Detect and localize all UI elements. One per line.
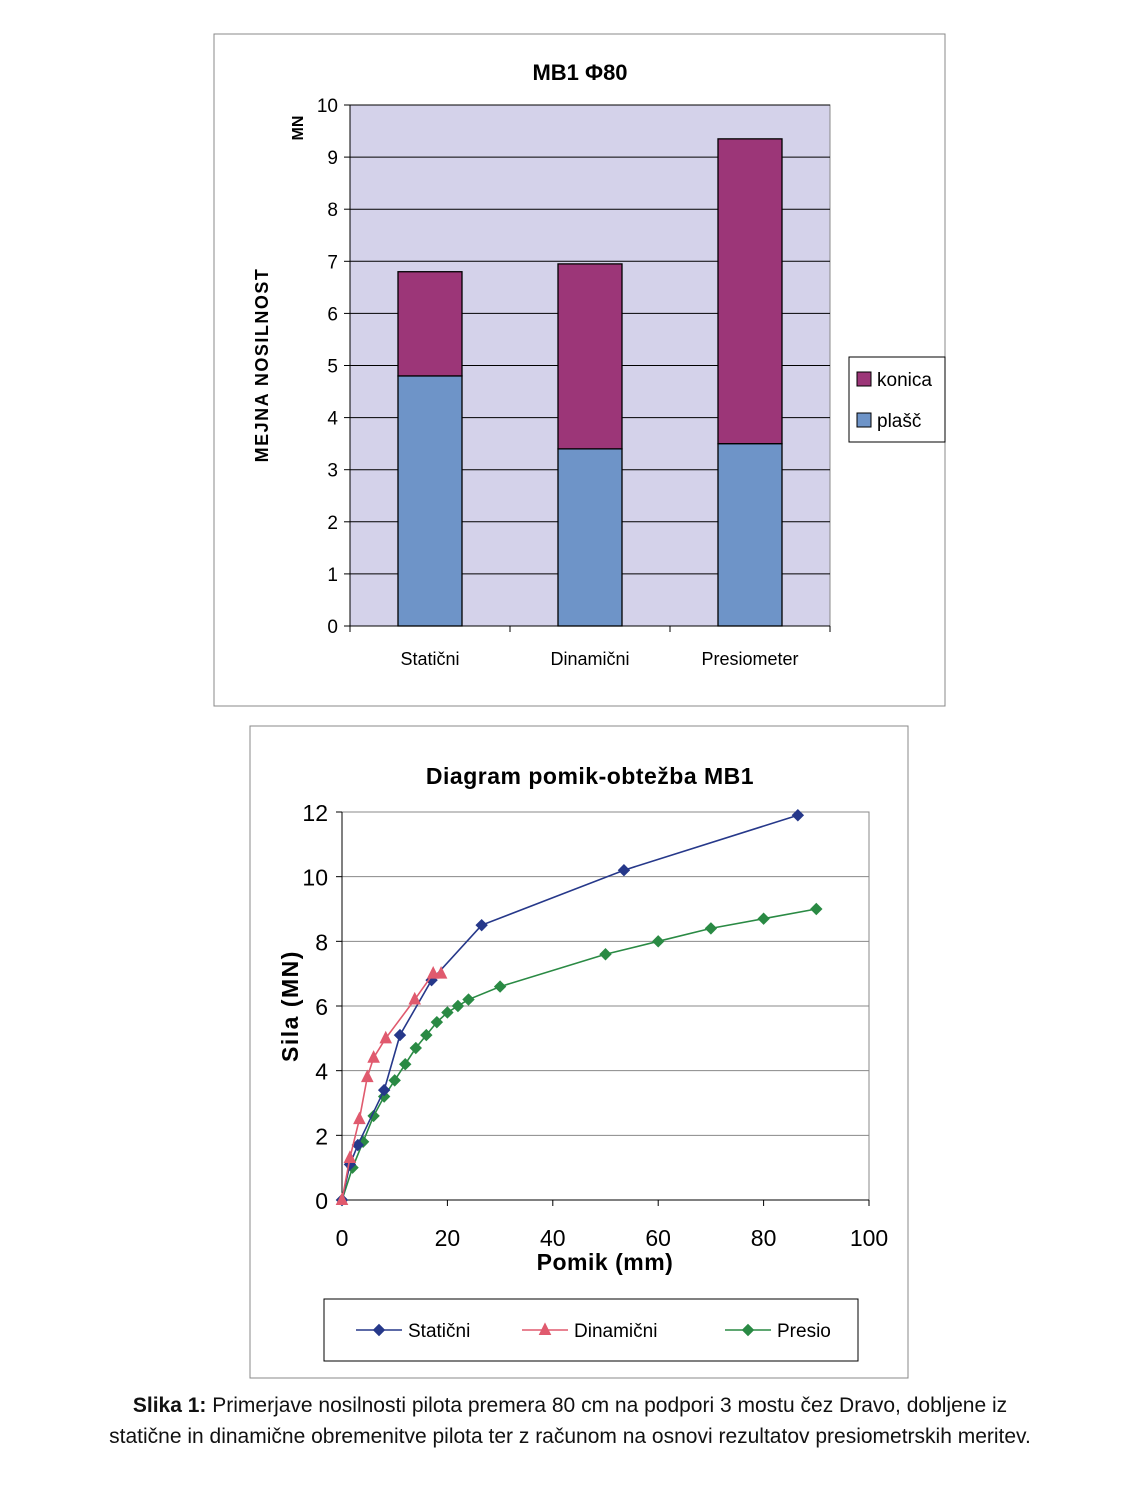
- point-Presio: [430, 1015, 444, 1029]
- point-Dinamični: [353, 1111, 366, 1125]
- chart1-category-label: Statični: [400, 649, 459, 669]
- caption-line1: Primerjave nosilnosti pilota premera 80 …: [206, 1394, 1008, 1417]
- chart2-ytick-label: 2: [315, 1123, 328, 1149]
- point-Dinamični: [426, 966, 440, 979]
- figure-caption: Slika 1: Primerjave nosilnosti pilota pr…: [40, 1390, 1100, 1452]
- chart2-legend-marker: [372, 1323, 386, 1337]
- bar-plašč-Statični: [397, 375, 463, 627]
- chart2-ytick-label: 8: [315, 929, 328, 955]
- chart2-xtick-label: 100: [850, 1225, 888, 1251]
- chart2-xtick-label: 80: [751, 1225, 777, 1251]
- chart2-legend-label: Dinamični: [574, 1321, 657, 1342]
- chart2-ytick-label: 6: [315, 994, 328, 1020]
- chart1-title: MB1 Φ80: [532, 60, 627, 85]
- chart2-legend-label: Presio: [777, 1321, 831, 1342]
- point-Dinamični: [335, 1192, 349, 1205]
- point-Presio: [757, 912, 770, 925]
- point-Dinamični: [434, 966, 448, 979]
- chart1-ytick-label: 3: [327, 461, 338, 482]
- chart1-ytick-label: 0: [327, 617, 338, 638]
- point-Presio: [399, 1057, 412, 1071]
- caption-line2: statične in dinamične obremenitve pilota…: [109, 1425, 1031, 1448]
- chart1-legend-swatch: [856, 412, 872, 428]
- chart2-xtick-label: 20: [435, 1225, 461, 1251]
- point-Presio: [651, 935, 665, 948]
- point-Presio: [810, 902, 823, 916]
- chart1-ytick-label: 8: [327, 200, 338, 221]
- bar-konica-Statični: [397, 271, 463, 377]
- chart2-title: Diagram pomik-obtežba MB1: [426, 763, 754, 789]
- chart1-ytick-label: 4: [327, 409, 338, 430]
- chart1-category-label: Presiometer: [701, 649, 798, 669]
- chart1-legend-swatch: [856, 371, 872, 387]
- bar-konica-Dinamični: [557, 263, 623, 450]
- chart1-legend: [848, 356, 946, 443]
- chart1-ytick-label: 2: [327, 513, 338, 534]
- point-Presio: [493, 980, 507, 993]
- point-Presio: [441, 1006, 454, 1019]
- chart1-legend-label: konica: [877, 370, 932, 391]
- point-Presio: [388, 1074, 401, 1087]
- chart1-ylabel: MEJNA NOSILNOST: [252, 268, 272, 463]
- chart2-ylabel: Sila (MN): [277, 950, 303, 1062]
- chart2-legend-marker: [741, 1323, 755, 1337]
- caption-label: Slika 1:: [132, 1394, 207, 1417]
- chart1-yunit: MN: [290, 116, 307, 141]
- chart1-legend-label: plašč: [877, 411, 921, 432]
- point-Dinamični: [367, 1050, 380, 1063]
- point-Presio: [451, 999, 465, 1013]
- chart2-legend: [323, 1298, 859, 1362]
- chart1-ytick-label: 6: [327, 304, 338, 325]
- point-Presio: [462, 993, 475, 1006]
- point-Statični: [791, 809, 805, 822]
- point-Dinamični: [343, 1150, 357, 1163]
- chart1-ytick-label: 7: [327, 252, 338, 273]
- point-Dinamični: [379, 1030, 393, 1044]
- chart2-xtick-label: 0: [336, 1225, 349, 1251]
- point-Presio: [377, 1090, 391, 1103]
- point-Statični: [617, 863, 631, 877]
- point-Dinamični: [408, 991, 422, 1005]
- point-Presio: [704, 922, 718, 935]
- chart2-ytick-label: 12: [302, 800, 328, 826]
- chart1-category-label: Dinamični: [550, 649, 629, 669]
- chart1-ytick-label: 1: [327, 565, 338, 586]
- point-Statični: [475, 918, 488, 932]
- point-Presio: [599, 948, 612, 961]
- bar-plašč-Presiometer: [717, 442, 783, 627]
- chart2-xtick-label: 40: [540, 1225, 566, 1251]
- bar-plašč-Dinamični: [557, 448, 623, 627]
- chart1-ytick-label: 9: [327, 148, 338, 169]
- chart2-xlabel: Pomik (mm): [537, 1249, 674, 1275]
- chart1-ytick-label: 5: [327, 357, 338, 378]
- chart2-legend-label: Statični: [408, 1321, 470, 1342]
- point-Statični: [377, 1083, 391, 1097]
- line-chart-pomik-obtezba: 0 2 4 6 8 10 12 0 20 40 60 80 100 Diagram pomik-obtež…: [249, 725, 909, 1379]
- chart2-ytick-label: 0: [315, 1188, 328, 1214]
- point-Presio: [420, 1028, 433, 1042]
- point-Dinamični: [360, 1069, 374, 1083]
- chart2-ytick-label: 4: [315, 1059, 328, 1085]
- chart2-ytick-label: 10: [302, 865, 328, 891]
- point-Statični: [393, 1028, 407, 1042]
- point-Presio: [409, 1041, 422, 1055]
- chart2-xtick-label: 60: [645, 1225, 671, 1251]
- chart1-ytick-label: 10: [317, 96, 338, 117]
- bar-konica-Presiometer: [717, 138, 783, 445]
- bar-chart-mb1: 0 1 2 3 4 5 6 7 8 9 10 Statični Dinamični Presiometer…: [213, 33, 946, 707]
- chart2-legend-marker: [538, 1322, 552, 1335]
